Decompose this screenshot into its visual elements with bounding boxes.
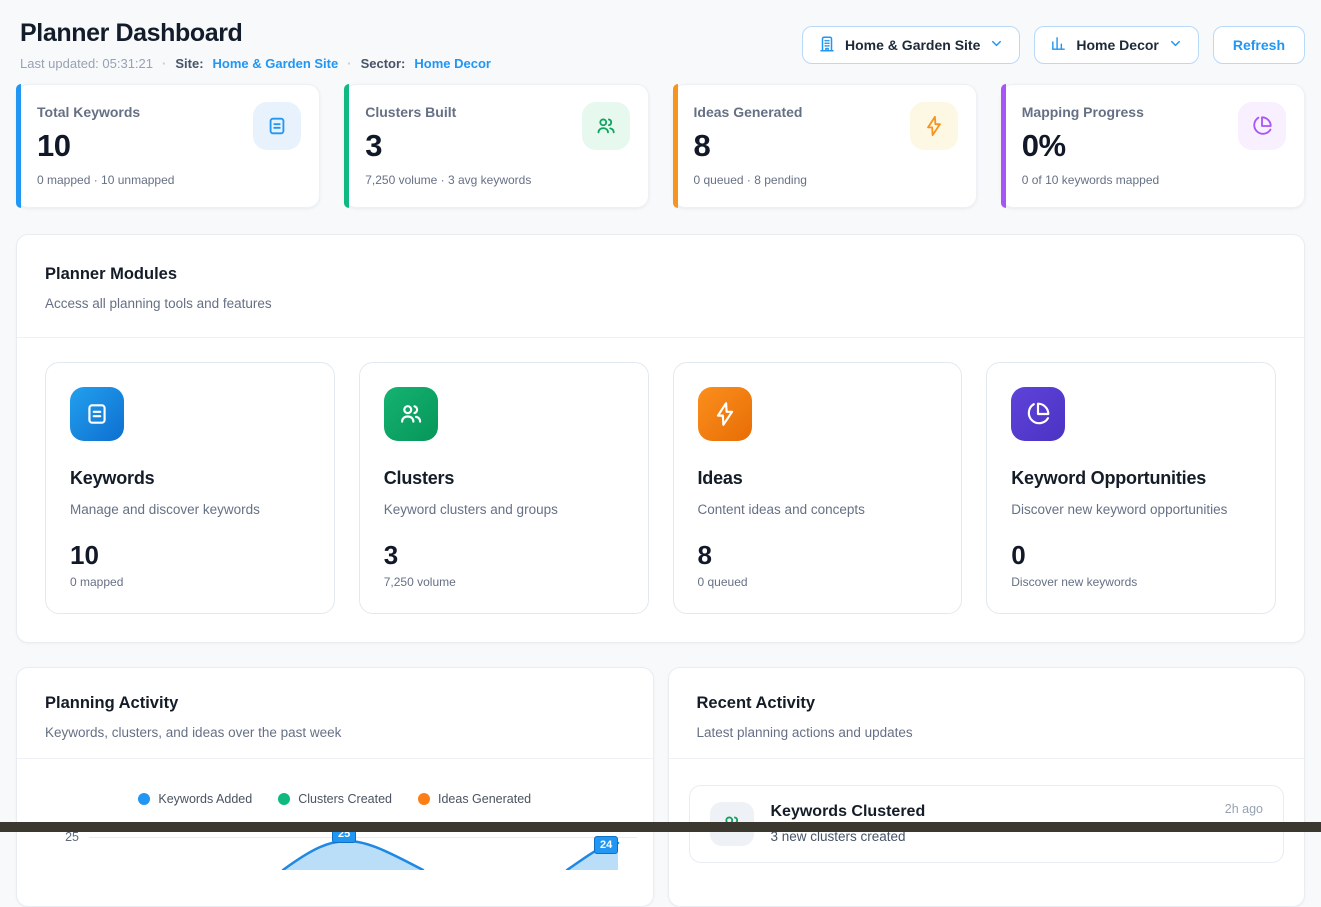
legend-label: Ideas Generated (437, 792, 532, 806)
legend-dot-icon (278, 793, 291, 805)
module-title: Ideas (697, 468, 743, 488)
bar-chart-icon (1050, 35, 1067, 55)
stat-title: Mapping Progress (1021, 104, 1144, 120)
recent-activity-header: Recent Activity Latest planning actions … (669, 668, 1305, 758)
modules-grid: Keywords Manage and discover keywords 10… (17, 338, 1304, 642)
meta-separator: · (347, 56, 352, 71)
legend-dot-icon (417, 793, 430, 805)
lightning-icon (697, 387, 752, 441)
module-value: 3 (383, 540, 399, 570)
activity-title: Keywords Clustered (770, 803, 926, 820)
legend-item-ideas-generated[interactable]: Ideas Generated (417, 792, 532, 806)
page-title: Planner Dashboard (20, 19, 243, 47)
bottom-row: Planning Activity Keywords, clusters, an… (16, 667, 1305, 907)
activity-timestamp: 2h ago (1224, 802, 1263, 816)
module-title: Keywords (70, 468, 155, 488)
module-card-clusters[interactable]: Clusters Keyword clusters and groups 3 7… (358, 362, 649, 614)
module-subtitle: 7,250 volume (383, 575, 456, 589)
site-label: Site: (175, 56, 204, 71)
legend-label: Keywords Added (158, 792, 253, 806)
module-description: Keyword clusters and groups (383, 502, 558, 517)
module-value: 10 (70, 540, 99, 570)
last-updated-text: Last updated: 05:31:21 (20, 56, 154, 71)
lightning-icon (909, 102, 958, 150)
site-selector-label: Home & Garden Site (845, 37, 981, 53)
module-card-keywords[interactable]: Keywords Manage and discover keywords 10… (45, 362, 335, 614)
stat-title: Ideas Generated (693, 104, 803, 120)
site-selector-dropdown[interactable]: Home & Garden Site (802, 26, 1021, 64)
users-icon (581, 102, 630, 150)
header-left: Planner Dashboard Last updated: 05:31:21… (20, 18, 491, 72)
stat-subtitle: 0 queued · 8 pending (693, 173, 807, 187)
document-icon (253, 102, 302, 150)
module-title: Clusters (383, 468, 455, 488)
stats-row: Total Keywords 10 0 mapped · 10 unmapped… (15, 84, 1305, 208)
divider (668, 758, 1304, 759)
sector-link[interactable]: Home Decor (414, 56, 491, 71)
activity-item-top: Keywords Clustered 2h ago (771, 802, 1264, 822)
stat-card-total-keywords: Total Keywords 10 0 mapped · 10 unmapped (15, 84, 321, 208)
stat-subtitle: 0 of 10 keywords mapped (1021, 173, 1160, 187)
chevron-down-icon (1168, 36, 1183, 54)
divider (17, 758, 653, 759)
module-description: Content ideas and concepts (697, 502, 865, 517)
meta-separator: · (162, 56, 167, 71)
stat-value: 10 (37, 128, 71, 163)
legend-label: Clusters Created (298, 792, 392, 806)
stat-card-clusters-built: Clusters Built 3 7,250 volume · 3 avg ke… (344, 84, 649, 208)
header-controls: Home & Garden Site Home Decor Refresh (802, 26, 1305, 64)
stat-value: 8 (693, 128, 711, 163)
sector-selector-dropdown[interactable]: Home Decor (1034, 26, 1199, 64)
module-subtitle: 0 mapped (70, 575, 124, 589)
module-description: Manage and discover keywords (70, 502, 260, 517)
refresh-button[interactable]: Refresh (1212, 26, 1305, 64)
stat-value: 0% (1021, 128, 1066, 163)
stat-subtitle: 7,250 volume · 3 avg keywords (365, 173, 532, 187)
stat-card-mapping-progress: Mapping Progress 0% 0 of 10 keywords map… (1000, 84, 1305, 208)
legend-item-keywords-added[interactable]: Keywords Added (138, 792, 252, 806)
page-header: Planner Dashboard Last updated: 05:31:21… (0, 0, 1321, 72)
pie-chart-icon (1238, 102, 1286, 150)
stat-title: Clusters Built (365, 104, 457, 120)
planning-activity-panel: Planning Activity Keywords, clusters, an… (16, 667, 654, 907)
planner-modules-header: Planner Modules Access all planning tool… (17, 235, 1304, 337)
module-title: Keyword Opportunities (1011, 468, 1207, 488)
document-icon (70, 387, 124, 441)
site-link[interactable]: Home & Garden Site (212, 56, 339, 71)
planner-modules-panel: Planner Modules Access all planning tool… (16, 234, 1305, 643)
legend-item-clusters-created[interactable]: Clusters Created (278, 792, 392, 806)
chevron-down-icon (989, 36, 1004, 54)
chart-legend: Keywords Added Clusters Created Ideas Ge… (17, 792, 653, 806)
planning-activity-header: Planning Activity Keywords, clusters, an… (17, 668, 653, 758)
module-subtitle: Discover new keywords (1011, 575, 1138, 589)
panel-subtitle: Latest planning actions and updates (696, 725, 913, 740)
sector-selector-label: Home Decor (1076, 37, 1159, 53)
sector-label: Sector: (360, 56, 406, 71)
panel-title: Planner Modules (45, 265, 178, 283)
panel-subtitle: Access all planning tools and features (45, 296, 272, 311)
panel-subtitle: Keywords, clusters, and ideas over the p… (45, 725, 342, 740)
recent-activity-panel: Recent Activity Latest planning actions … (667, 667, 1305, 907)
data-point-label: 24 (594, 836, 619, 854)
stat-card-ideas-generated: Ideas Generated 8 0 queued · 8 pending (672, 84, 977, 208)
stat-value: 3 (365, 128, 382, 163)
users-icon (383, 387, 438, 441)
module-value: 0 (1011, 540, 1026, 570)
divider (17, 337, 1304, 338)
header-meta: Last updated: 05:31:21 · Site: Home & Ga… (20, 56, 491, 72)
stat-subtitle: 0 mapped · 10 unmapped (37, 173, 175, 187)
panel-title: Planning Activity (45, 694, 179, 712)
module-subtitle: 0 queued (697, 575, 748, 589)
module-card-ideas[interactable]: Ideas Content ideas and concepts 8 0 que… (672, 362, 963, 614)
legend-dot-icon (138, 793, 151, 805)
building-icon (818, 35, 836, 56)
module-card-keyword-opportunities[interactable]: Keyword Opportunities Discover new keywo… (986, 362, 1276, 614)
pie-chart-icon (1011, 387, 1066, 441)
module-description: Discover new keyword opportunities (1011, 502, 1228, 517)
panel-title: Recent Activity (696, 694, 816, 712)
bottom-edge-bar (0, 822, 1321, 832)
module-value: 8 (697, 540, 712, 570)
stat-title: Total Keywords (37, 104, 141, 120)
